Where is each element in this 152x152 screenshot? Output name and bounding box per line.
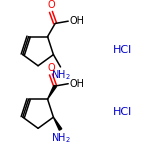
Text: NH$_2$: NH$_2$ bbox=[51, 68, 71, 82]
Text: HCl: HCl bbox=[113, 45, 132, 55]
Text: HCl: HCl bbox=[113, 107, 132, 117]
Text: NH$_2$: NH$_2$ bbox=[51, 131, 71, 145]
Text: OH: OH bbox=[69, 79, 84, 89]
Text: O: O bbox=[47, 0, 55, 10]
Text: OH: OH bbox=[69, 16, 84, 26]
Text: O: O bbox=[47, 63, 55, 73]
Polygon shape bbox=[48, 85, 56, 99]
Polygon shape bbox=[53, 117, 62, 130]
